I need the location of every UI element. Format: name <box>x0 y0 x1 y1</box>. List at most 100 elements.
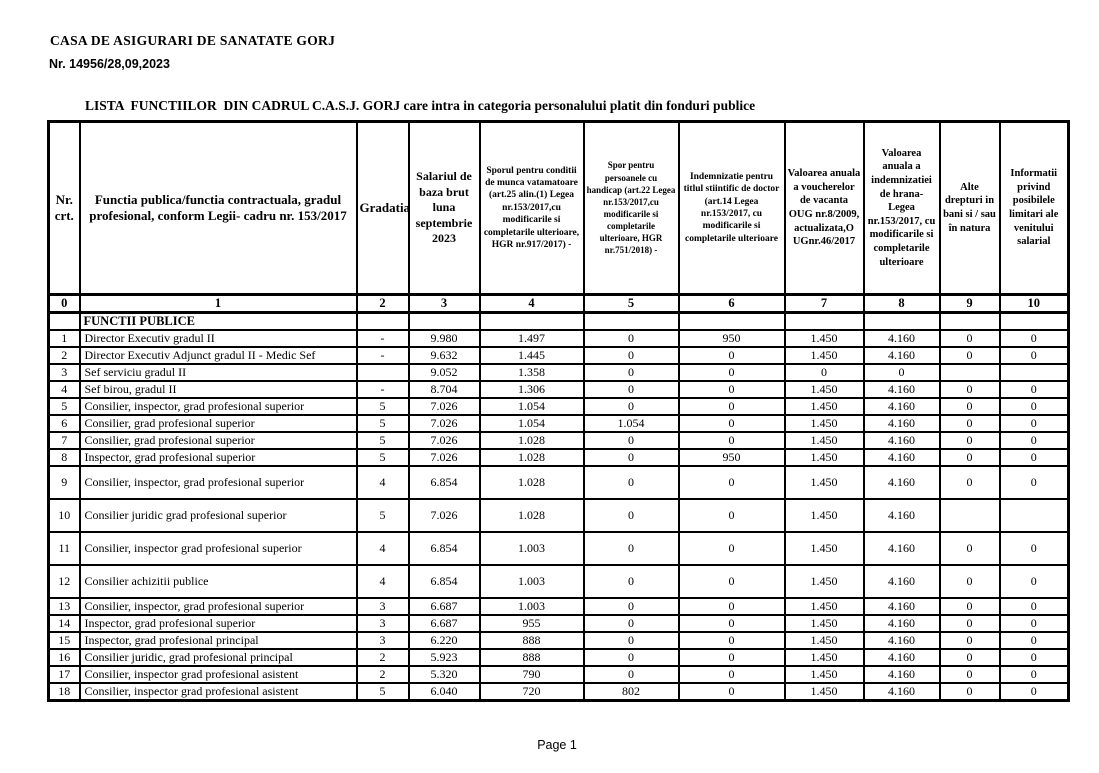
spor-handicap-cell: 0 <box>582 329 680 348</box>
spor-conditii-cell: 1.003 <box>478 531 585 566</box>
page-title: LISTA FUNCTIILOR DIN CADRUL C.A.S.J. GOR… <box>85 98 756 113</box>
salariu-baza-cell: 6.854 <box>407 465 481 500</box>
alte-drepturi-cell: 0 <box>938 465 1001 500</box>
salariu-baza-cell: 9.632 <box>407 346 481 365</box>
indemnizatie-doctor-cell: 0 <box>677 597 786 616</box>
table-row: 18 Consilier, inspector grad profesional… <box>47 682 1070 702</box>
vouchere-vacanta-cell: 0 <box>783 363 865 382</box>
gradatia-cell: 3 <box>355 597 410 616</box>
header-gradatia: Gradatia <box>355 120 410 296</box>
table-row: 14 Inspector, grad profesional superior … <box>47 614 1070 633</box>
function-name-cell: Consilier, grad profesional superior <box>78 414 358 433</box>
indemnizatie-hrana-cell: 0 <box>862 363 941 382</box>
function-name-cell: Director Executiv Adjunct gradul II - Me… <box>78 346 358 365</box>
alte-drepturi-cell: 0 <box>938 648 1001 667</box>
alte-drepturi-cell: 0 <box>938 597 1001 616</box>
row-number-cell: 4 <box>47 380 81 399</box>
spor-conditii-cell: 955 <box>478 614 585 633</box>
spor-handicap-cell: 0 <box>582 531 680 566</box>
header-indemnizatie-hrana: Valoarea anuala a indemnizatiei de hrana… <box>862 120 941 296</box>
indemnizatie-hrana-cell: 4.160 <box>862 448 941 467</box>
row-number-cell: 18 <box>47 682 81 702</box>
spor-handicap-cell: 802 <box>582 682 680 702</box>
row-number-cell: 11 <box>47 531 81 566</box>
alte-drepturi-cell: 0 <box>938 665 1001 684</box>
empty-cell <box>355 311 410 331</box>
indemnizatie-doctor-cell: 0 <box>677 614 786 633</box>
spor-conditii-cell: 1.358 <box>478 363 585 382</box>
alte-drepturi-cell: 0 <box>938 346 1001 365</box>
function-name-cell: Consilier juridic, grad profesional prin… <box>78 648 358 667</box>
alte-drepturi-cell: 0 <box>938 397 1001 416</box>
table-row: 3 Sef serviciu gradul II 9.052 1.358 0 0… <box>47 363 1070 382</box>
column-number: 2 <box>355 293 410 314</box>
function-name-cell: Consilier achizitii publice <box>78 564 358 599</box>
header-alte-drepturi: Alte drepturi in bani si / sau în natura <box>938 120 1001 296</box>
empty-cell <box>478 311 585 331</box>
spor-handicap-cell: 0 <box>582 346 680 365</box>
vouchere-vacanta-cell: 1.450 <box>783 465 865 500</box>
gradatia-cell: 2 <box>355 648 410 667</box>
function-name-cell: Consilier, inspector, grad profesional s… <box>78 397 358 416</box>
vouchere-vacanta-cell: 1.450 <box>783 597 865 616</box>
spor-handicap-cell: 0 <box>582 648 680 667</box>
alte-drepturi-cell: 0 <box>938 431 1001 450</box>
indemnizatie-hrana-cell: 4.160 <box>862 631 941 650</box>
row-number-cell: 9 <box>47 465 81 500</box>
vouchere-vacanta-cell: 1.450 <box>783 431 865 450</box>
indemnizatie-hrana-cell: 4.160 <box>862 414 941 433</box>
salary-table: Nr. crt. Functia publica/functia contrac… <box>47 120 1070 702</box>
empty-cell <box>938 311 1001 331</box>
informatii-limitari-cell: 0 <box>998 682 1070 702</box>
header-vouchere-vacanta: Valoarea anuala a voucherelor de vacanta… <box>783 120 865 296</box>
indemnizatie-doctor-cell: 0 <box>677 564 786 599</box>
gradatia-cell: 2 <box>355 665 410 684</box>
informatii-limitari-cell: 0 <box>998 346 1070 365</box>
indemnizatie-doctor-cell: 0 <box>677 414 786 433</box>
alte-drepturi-cell: 0 <box>938 414 1001 433</box>
vouchere-vacanta-cell: 1.450 <box>783 329 865 348</box>
section-label: FUNCTII PUBLICE <box>78 311 358 331</box>
indemnizatie-hrana-cell: 4.160 <box>862 648 941 667</box>
salariu-baza-cell: 7.026 <box>407 448 481 467</box>
alte-drepturi-cell <box>938 363 1001 382</box>
column-number: 1 <box>78 293 358 314</box>
informatii-limitari-cell: 0 <box>998 414 1070 433</box>
vouchere-vacanta-cell: 1.450 <box>783 665 865 684</box>
indemnizatie-hrana-cell: 4.160 <box>862 564 941 599</box>
gradatia-cell: 5 <box>355 682 410 702</box>
row-number-cell: 13 <box>47 597 81 616</box>
column-number: 5 <box>582 293 680 314</box>
indemnizatie-doctor-cell: 0 <box>677 648 786 667</box>
informatii-limitari-cell: 0 <box>998 397 1070 416</box>
informatii-limitari-cell: 0 <box>998 614 1070 633</box>
spor-conditii-cell: 1.054 <box>478 397 585 416</box>
informatii-limitari-cell: 0 <box>998 631 1070 650</box>
informatii-limitari-cell: 0 <box>998 665 1070 684</box>
table-row: 1 Director Executiv gradul II - 9.980 1.… <box>47 329 1070 348</box>
indemnizatie-hrana-cell: 4.160 <box>862 597 941 616</box>
row-number-cell: 15 <box>47 631 81 650</box>
salariu-baza-cell: 8.704 <box>407 380 481 399</box>
gradatia-cell: 5 <box>355 448 410 467</box>
row-number-cell: 1 <box>47 329 81 348</box>
empty-cell <box>998 311 1070 331</box>
function-name-cell: Inspector, grad profesional principal <box>78 631 358 650</box>
informatii-limitari-cell: 0 <box>998 431 1070 450</box>
indemnizatie-doctor-cell: 0 <box>677 465 786 500</box>
vouchere-vacanta-cell: 1.450 <box>783 682 865 702</box>
spor-conditii-cell: 888 <box>478 631 585 650</box>
row-number-cell: 7 <box>47 431 81 450</box>
salariu-baza-cell: 5.923 <box>407 648 481 667</box>
indemnizatie-doctor-cell: 0 <box>677 665 786 684</box>
indemnizatie-hrana-cell: 4.160 <box>862 346 941 365</box>
column-number-row: 0 1 2 3 4 5 6 7 8 9 10 <box>47 293 1070 314</box>
function-name-cell: Inspector, grad profesional superior <box>78 614 358 633</box>
gradatia-cell: 4 <box>355 564 410 599</box>
salariu-baza-cell: 5.320 <box>407 665 481 684</box>
column-number: 3 <box>407 293 481 314</box>
function-name-cell: Consilier, inspector, grad profesional s… <box>78 465 358 500</box>
spor-conditii-cell: 1.028 <box>478 431 585 450</box>
alte-drepturi-cell: 0 <box>938 448 1001 467</box>
salariu-baza-cell: 6.854 <box>407 531 481 566</box>
